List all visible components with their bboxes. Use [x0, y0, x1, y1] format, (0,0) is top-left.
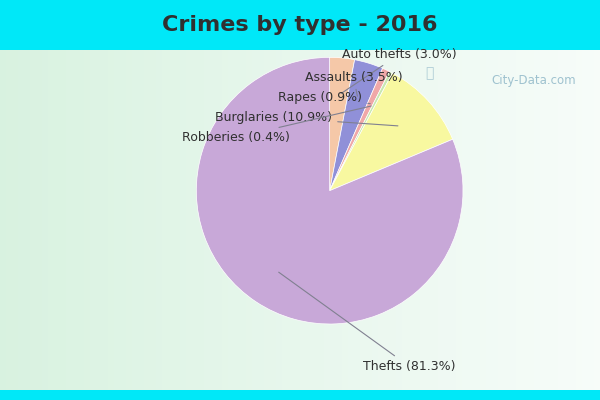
Text: Thefts (81.3%): Thefts (81.3%) — [279, 272, 456, 373]
Text: City-Data.com: City-Data.com — [491, 74, 576, 87]
Wedge shape — [329, 73, 452, 191]
Text: Rapes (0.9%): Rapes (0.9%) — [278, 91, 370, 104]
Text: Auto thefts (3.0%): Auto thefts (3.0%) — [341, 48, 457, 94]
Wedge shape — [329, 57, 355, 191]
Text: Assaults (3.5%): Assaults (3.5%) — [305, 71, 403, 96]
Wedge shape — [329, 60, 383, 191]
Wedge shape — [329, 72, 392, 191]
Wedge shape — [196, 57, 463, 324]
Wedge shape — [329, 68, 389, 191]
Text: ⓘ: ⓘ — [425, 66, 433, 80]
Text: Crimes by type - 2016: Crimes by type - 2016 — [162, 15, 438, 35]
Text: Robberies (0.4%): Robberies (0.4%) — [182, 106, 371, 144]
Text: Burglaries (10.9%): Burglaries (10.9%) — [215, 111, 398, 126]
